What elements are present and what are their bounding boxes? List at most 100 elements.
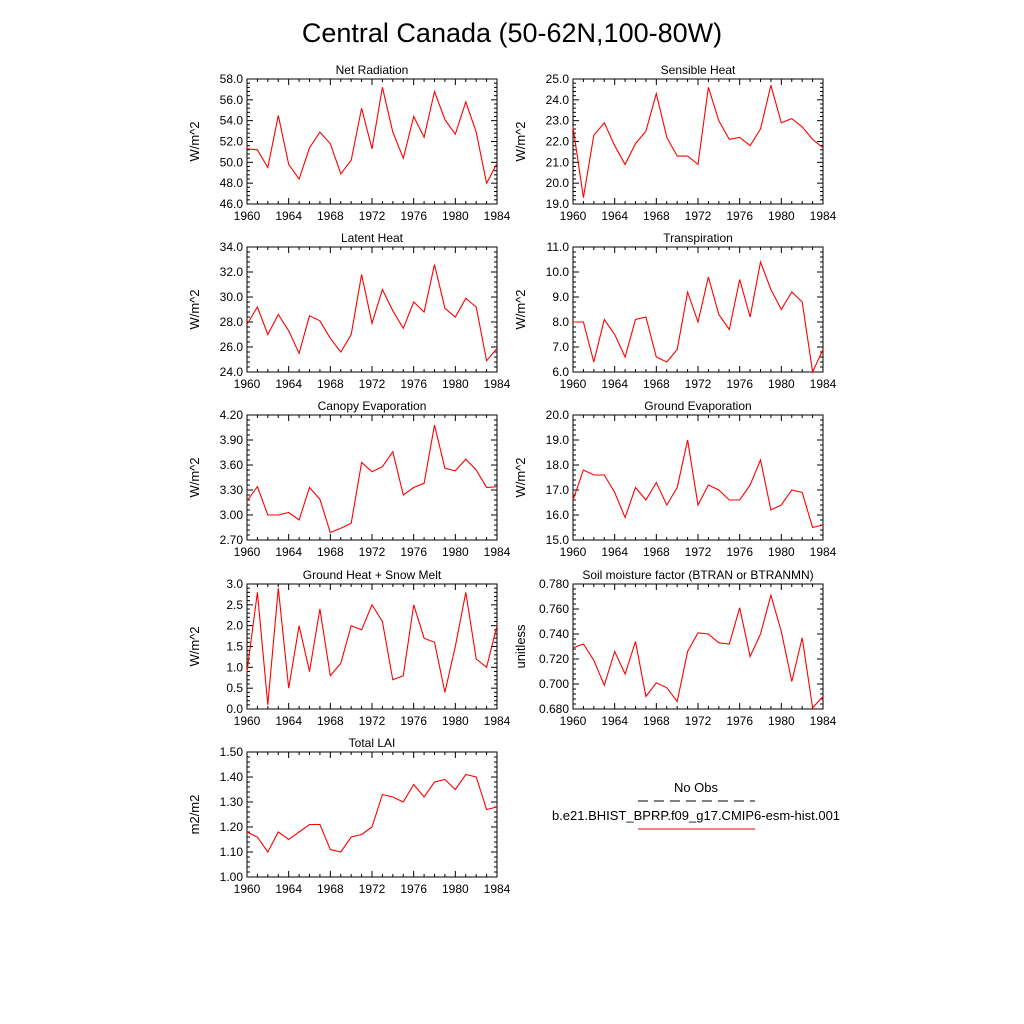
y-tick-label: 1.50 bbox=[220, 745, 244, 759]
y-tick-label: 0.780 bbox=[539, 577, 569, 591]
y-tick-label: 48.0 bbox=[220, 176, 244, 190]
plot-frame bbox=[246, 414, 498, 541]
y-tick-label: 0.720 bbox=[539, 652, 569, 666]
x-tick-label: 1976 bbox=[726, 714, 753, 728]
x-tick-label: 1984 bbox=[484, 545, 511, 559]
plot-frame bbox=[572, 246, 824, 373]
x-tick-label: 1968 bbox=[643, 209, 670, 223]
y-tick-label: 19.0 bbox=[546, 197, 570, 211]
x-tick-label: 1972 bbox=[359, 377, 386, 391]
series-line bbox=[572, 85, 824, 198]
panel-title: Ground Evaporation bbox=[644, 399, 751, 413]
x-tick-label: 1964 bbox=[275, 377, 302, 391]
y-tick-label: 2.70 bbox=[220, 533, 244, 547]
y-tick-label: 1.30 bbox=[220, 795, 244, 809]
x-tick-label: 1984 bbox=[484, 377, 511, 391]
panel-title: Transpiration bbox=[663, 231, 733, 245]
y-tick-label: 58.0 bbox=[220, 72, 244, 86]
x-tick-label: 1972 bbox=[685, 714, 712, 728]
x-tick-label: 1964 bbox=[601, 714, 628, 728]
x-tick-label: 1976 bbox=[400, 545, 427, 559]
y-tick-label: 54.0 bbox=[220, 114, 244, 128]
x-tick-label: 1980 bbox=[442, 882, 469, 896]
x-tick-label: 1976 bbox=[400, 714, 427, 728]
x-tick-label: 1960 bbox=[234, 377, 261, 391]
y-tick-label: 21.0 bbox=[546, 155, 570, 169]
legend-obs-label: No Obs bbox=[674, 780, 719, 795]
x-tick-label: 1964 bbox=[601, 377, 628, 391]
series-line bbox=[246, 588, 498, 705]
x-tick-label: 1972 bbox=[685, 377, 712, 391]
y-tick-label: 22.0 bbox=[546, 135, 570, 149]
chart-panel: Ground Evaporation W/m^2 15.0 16.0 17.0 18.0 1… bbox=[513, 399, 837, 559]
x-tick-label: 1980 bbox=[768, 377, 795, 391]
plot-frame bbox=[572, 414, 824, 541]
series-line bbox=[572, 593, 824, 710]
y-tick-label: 52.0 bbox=[220, 135, 244, 149]
y-tick-label: 46.0 bbox=[220, 197, 244, 211]
y-tick-label: 26.0 bbox=[220, 340, 244, 354]
x-tick-label: 1960 bbox=[234, 714, 261, 728]
x-tick-label: 1968 bbox=[317, 545, 344, 559]
y-axis-label: m2/m2 bbox=[187, 795, 202, 835]
y-tick-label: 3.00 bbox=[220, 508, 244, 522]
x-tick-label: 1980 bbox=[768, 209, 795, 223]
series-line bbox=[573, 259, 824, 374]
y-axis-label: W/m^2 bbox=[187, 457, 202, 497]
x-tick-label: 1968 bbox=[317, 882, 344, 896]
y-axis-label: W/m^2 bbox=[513, 121, 528, 161]
y-tick-label: 30.0 bbox=[220, 290, 244, 304]
x-tick-label: 1960 bbox=[234, 545, 261, 559]
y-tick-label: 0.0 bbox=[226, 702, 243, 716]
y-tick-label: 11.0 bbox=[547, 240, 570, 254]
chart-panel: Ground Heat + Snow Melt W/m^2 0.0 0.5 1.0 1.5… bbox=[187, 568, 511, 728]
x-tick-label: 1964 bbox=[601, 209, 628, 223]
x-tick-label: 1972 bbox=[685, 545, 712, 559]
y-axis-label: W/m^2 bbox=[513, 289, 528, 329]
y-tick-label: 3.30 bbox=[220, 483, 244, 497]
chart-panel: Sensible Heat W/m^2 19.0 20.0 21.0 22.0 23.0 24… bbox=[513, 63, 837, 223]
x-tick-label: 1968 bbox=[643, 545, 670, 559]
chart-panel: Transpiration W/m^2 6.0 7.0 8.0 9.0 10.0 11.0 19… bbox=[513, 231, 837, 391]
y-axis-label: W/m^2 bbox=[187, 289, 202, 329]
y-tick-label: 23.0 bbox=[546, 114, 570, 128]
x-tick-label: 1984 bbox=[484, 882, 511, 896]
y-tick-label: 56.0 bbox=[220, 93, 244, 107]
plot-frame bbox=[246, 78, 498, 205]
y-tick-label: 9.0 bbox=[552, 290, 569, 304]
x-tick-label: 1968 bbox=[317, 714, 344, 728]
x-tick-label: 1972 bbox=[359, 882, 386, 896]
panel-title: Latent Heat bbox=[341, 231, 404, 245]
x-tick-label: 1984 bbox=[484, 209, 511, 223]
y-tick-label: 19.0 bbox=[546, 433, 570, 447]
chart-panel: Total LAI m2/m2 1.00 1.10 1.20 1.30 1.40 1.50 19… bbox=[187, 736, 511, 896]
panels: Net Radiation W/m^2 46.0 48.0 50.0 52.0 54.0 56… bbox=[187, 63, 837, 896]
x-tick-label: 1964 bbox=[275, 714, 302, 728]
x-tick-label: 1964 bbox=[275, 209, 302, 223]
series-line bbox=[572, 439, 824, 529]
x-tick-label: 1976 bbox=[400, 209, 427, 223]
x-tick-label: 1968 bbox=[643, 714, 670, 728]
x-tick-label: 1968 bbox=[643, 377, 670, 391]
x-tick-label: 1968 bbox=[317, 377, 344, 391]
plot-frame bbox=[246, 751, 498, 878]
panel-title: Soil moisture factor (BTRAN or BTRANMN) bbox=[582, 568, 813, 582]
chart-panel: Latent Heat W/m^2 24.0 26.0 28.0 30.0 32.0 34.0… bbox=[187, 231, 511, 391]
series-line bbox=[246, 264, 498, 363]
plot-frame bbox=[572, 78, 824, 205]
y-tick-label: 3.90 bbox=[220, 433, 244, 447]
x-tick-label: 1984 bbox=[810, 209, 837, 223]
x-tick-label: 1972 bbox=[359, 714, 386, 728]
series-line bbox=[246, 773, 498, 854]
chart-panel: Net Radiation W/m^2 46.0 48.0 50.0 52.0 54.0 56… bbox=[187, 63, 511, 223]
x-tick-label: 1980 bbox=[442, 377, 469, 391]
x-tick-label: 1984 bbox=[810, 714, 837, 728]
x-tick-label: 1984 bbox=[484, 714, 511, 728]
x-tick-label: 1976 bbox=[726, 377, 753, 391]
x-tick-label: 1980 bbox=[442, 209, 469, 223]
y-tick-label: 24.0 bbox=[546, 93, 570, 107]
plot-frame bbox=[572, 583, 824, 710]
y-axis-label: W/m^2 bbox=[513, 457, 528, 497]
panel-title: Net Radiation bbox=[336, 63, 409, 77]
